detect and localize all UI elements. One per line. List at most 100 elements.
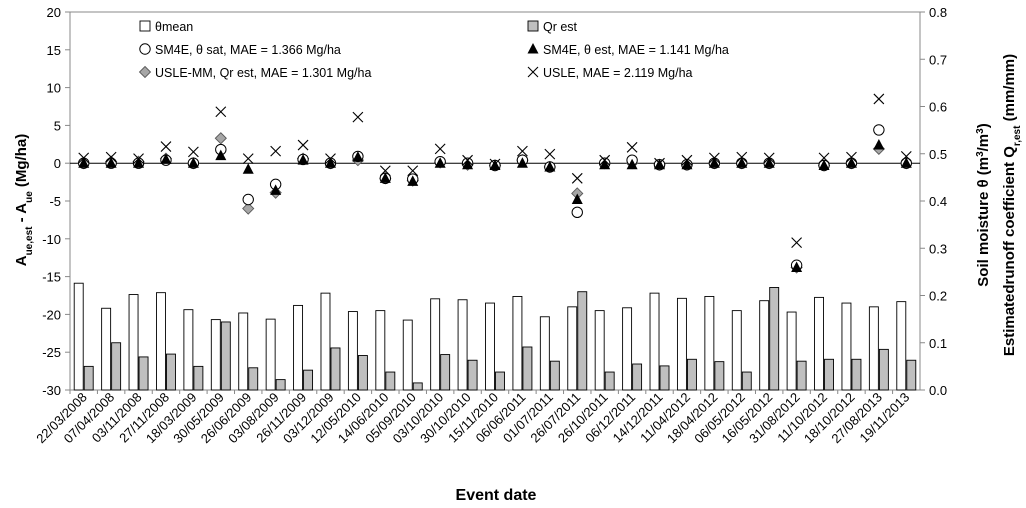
right-axis: 0.8 0.7 0.6 0.5 0.4 0.3 0.2 0.1 0.0 [920, 5, 947, 398]
left-tick-label: -20 [42, 307, 61, 322]
marker-triangle [187, 157, 199, 168]
legend-item: USLE-MM, Qr est, MAE = 1.301 Mg/ha [138, 65, 371, 80]
marker-x [818, 152, 830, 164]
marker-x [434, 143, 446, 155]
bar-qr-est [357, 355, 368, 391]
bar-qr-est [111, 342, 122, 391]
marker-x [626, 141, 638, 153]
right-tick-label: 0.6 [929, 100, 947, 115]
left-axis: 20 15 10 5 0 -5 -10 -15 -20 -25 -30 [42, 5, 70, 398]
marker-triangle [544, 160, 556, 172]
right-tick-label: 0.0 [929, 383, 947, 398]
left-tick-label: 10 [47, 81, 61, 96]
bar-qr-est [824, 358, 834, 391]
x-stroke [133, 153, 144, 165]
bar-qr-est [495, 371, 505, 391]
left-tick-label: -5 [49, 194, 61, 209]
x-stroke [462, 154, 473, 166]
x-stroke [160, 141, 172, 152]
bar-theta-mean [731, 310, 742, 391]
legend-label: USLE-MM, Qr est, MAE = 1.301 Mg/ha [155, 66, 371, 80]
x-stroke [325, 153, 336, 165]
bar-qr-est [577, 291, 588, 391]
x-stroke [78, 152, 90, 164]
x-stroke [681, 154, 693, 166]
marker-x [297, 139, 309, 151]
x-stroke [105, 151, 117, 163]
bar-theta-mean [156, 292, 166, 391]
marker-x [160, 141, 172, 152]
marker-triangle [242, 163, 254, 174]
bar-qr-est [467, 359, 478, 391]
bar-theta-mean [430, 298, 441, 391]
marker-triangle [571, 193, 583, 204]
marker-triangle [681, 158, 693, 170]
marker-x [571, 172, 583, 184]
x-stroke [791, 237, 803, 248]
x-stroke [352, 111, 364, 123]
bar-qr-est [522, 346, 533, 391]
bar-theta-mean [676, 297, 687, 391]
marker-x [599, 154, 611, 166]
marker-x [462, 154, 473, 166]
x-stroke [242, 153, 254, 165]
bar-theta-mean [567, 306, 578, 391]
bar-theta-mean [210, 319, 221, 391]
marker-triangle [379, 172, 391, 183]
marker-triangle [818, 159, 830, 170]
bar-theta-mean [704, 295, 715, 391]
marker-x [489, 158, 501, 170]
marker-x [517, 145, 528, 157]
x-stroke [544, 148, 556, 160]
right-tick-label: 0.4 [929, 194, 947, 209]
legend-item: θmean [139, 20, 193, 34]
marker-triangle [626, 158, 638, 170]
y-axis-title-right-1: Soil moisture θ (m3/m3) [975, 123, 993, 286]
legend-item: SM4E, θ est, MAE = 1.141 Mg/ha [527, 43, 729, 57]
bar-qr-est [412, 382, 423, 391]
right-tick-label: 0.2 [929, 289, 947, 304]
bar-theta-mean [759, 300, 770, 391]
bar-qr-est [549, 360, 560, 391]
bar-theta-mean [375, 310, 386, 391]
right-tick-label: 0.1 [929, 336, 947, 351]
bar-qr-est [440, 354, 451, 391]
legend-label: SM4E, θ sat, MAE = 1.366 Mg/ha [155, 43, 341, 57]
marker-triangle [324, 157, 336, 168]
marker-x [654, 157, 665, 169]
marker-triangle [297, 154, 309, 165]
legend-marker-x [527, 66, 539, 78]
marker-triangle [873, 139, 885, 150]
marker-triangle [105, 157, 117, 168]
bar-qr-est [878, 348, 889, 391]
marker-triangle [78, 157, 90, 168]
marker-triangle [133, 157, 145, 168]
bar-series-group [73, 282, 917, 391]
marker-x [352, 111, 364, 123]
marker-triangle [599, 158, 611, 170]
right-tick-label: 0.7 [929, 52, 947, 67]
marker-triangle [407, 175, 419, 186]
marker-x [270, 145, 282, 157]
bar-theta-mean [293, 304, 304, 391]
legend-swatch-theta-mean [139, 20, 151, 32]
left-tick-label: -10 [42, 232, 61, 247]
marker-triangle [462, 158, 474, 170]
bar-qr-est [248, 367, 259, 391]
bar-qr-est [303, 369, 314, 391]
bar-theta-mean [896, 301, 907, 391]
marker-diamond [214, 132, 227, 145]
bar-theta-mean [320, 292, 331, 391]
x-stroke [407, 165, 419, 177]
left-tick-label: -15 [42, 270, 61, 285]
bar-theta-mean [841, 302, 852, 391]
marker-triangle [270, 184, 282, 195]
marker-triangle [845, 157, 857, 168]
bar-theta-mean [73, 282, 84, 391]
marker-triangle [160, 153, 172, 164]
marker-triangle [516, 157, 528, 168]
bar-qr-est [906, 359, 917, 391]
bar-theta-mean [128, 294, 139, 391]
